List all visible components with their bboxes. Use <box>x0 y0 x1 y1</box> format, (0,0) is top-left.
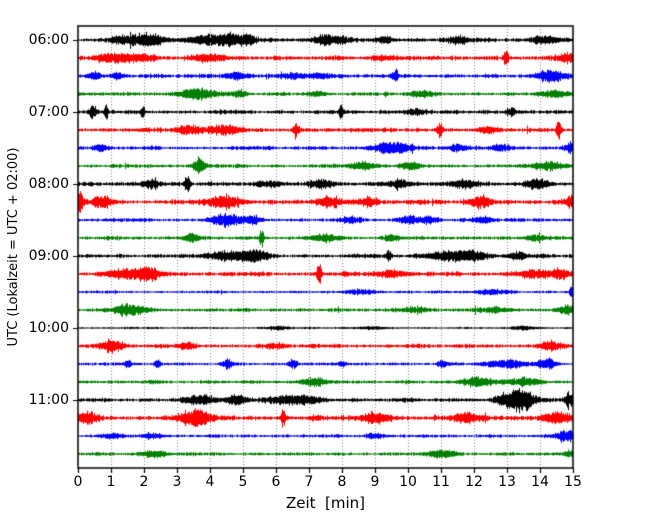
y-tick-label: 07:00 <box>28 104 69 120</box>
x-tick-label: 2 <box>139 474 149 490</box>
x-tick-label: 6 <box>271 474 281 490</box>
y-tick-label: 06:00 <box>28 32 69 48</box>
x-tick-label: 3 <box>172 474 182 490</box>
x-tick-label: 15 <box>564 474 582 490</box>
x-tick-label: 9 <box>370 474 380 490</box>
y-tick-label: 10:00 <box>28 320 69 336</box>
y-tick-label: 08:00 <box>28 176 69 192</box>
x-tick-label: 10 <box>399 474 417 490</box>
x-tick-label: 12 <box>465 474 483 490</box>
x-tick-label: 4 <box>205 474 215 490</box>
x-tick-label: 0 <box>73 474 83 490</box>
y-tick-label: 09:00 <box>28 248 69 264</box>
x-tick-label: 7 <box>304 474 314 490</box>
x-axis-label: Zeit [min] <box>285 494 366 512</box>
x-tick-label: 11 <box>432 474 450 490</box>
x-tick-label: 5 <box>238 474 248 490</box>
x-tick-label: 14 <box>531 474 549 490</box>
x-tick-label: 13 <box>498 474 516 490</box>
y-tick-label: 11:00 <box>28 392 69 408</box>
x-tick-label: 1 <box>106 474 116 490</box>
x-tick-label: 8 <box>337 474 347 490</box>
